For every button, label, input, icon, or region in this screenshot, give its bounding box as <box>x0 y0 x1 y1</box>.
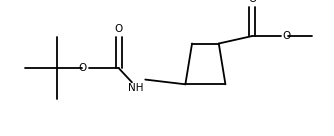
Text: O: O <box>248 0 256 4</box>
Text: O: O <box>282 31 291 41</box>
Text: NH: NH <box>128 83 144 93</box>
Text: O: O <box>78 63 87 73</box>
Text: O: O <box>115 24 123 34</box>
